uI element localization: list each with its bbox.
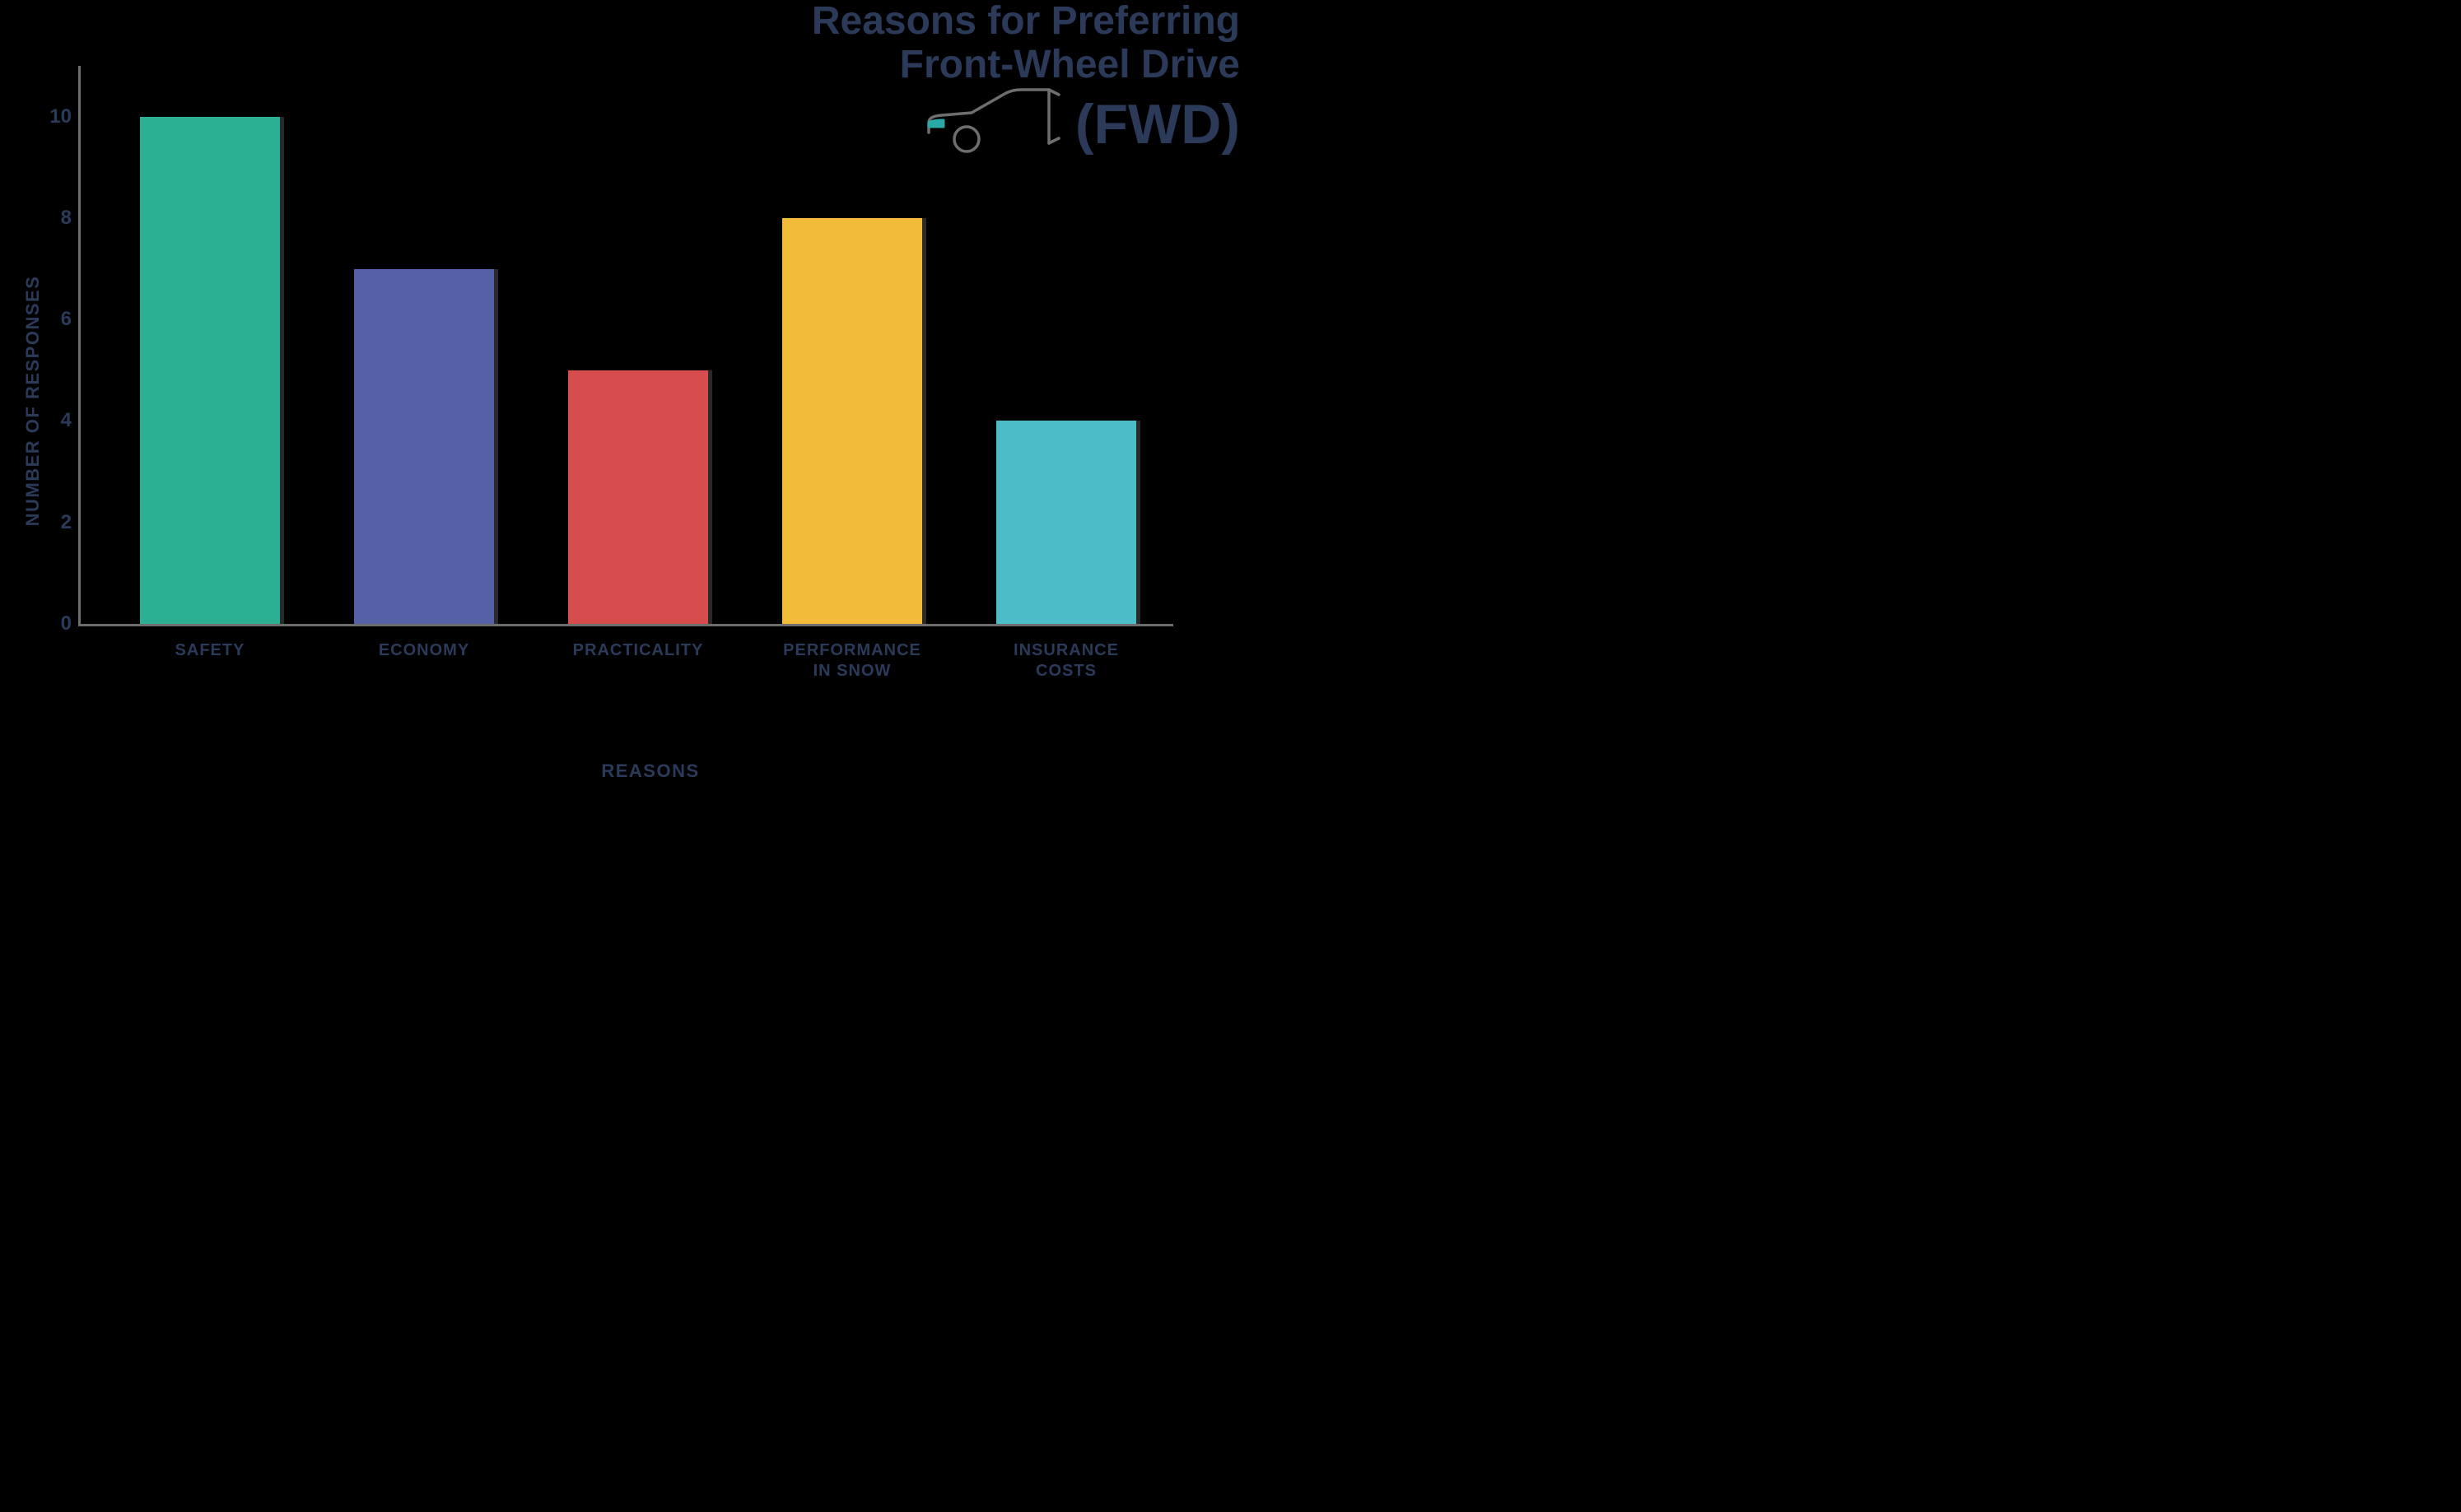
bar-slot: PRACTICALITY (568, 370, 708, 624)
y-tick: 0 (47, 612, 72, 635)
bar-slot: INSURANCE COSTS (996, 421, 1136, 624)
y-tick: 8 (47, 207, 72, 230)
bar-label: INSURANCE COSTS (980, 640, 1153, 682)
bars-container: SAFETY ECONOMY PRACTICALITY PERFORMANCE IN … (103, 66, 1173, 624)
bar-label: SAFETY (124, 640, 296, 661)
y-axis-line (78, 66, 81, 626)
title-line-1: Reasons for Preferring (812, 0, 1240, 44)
bar-label: PRACTICALITY (552, 640, 725, 661)
bar-chart: NUMBER OF RESPONSES 0246810 SAFETYECONOM… (78, 66, 1223, 757)
y-tick: 2 (47, 511, 72, 534)
bar (782, 218, 922, 624)
bar-label: ECONOMY (338, 640, 510, 661)
bar-slot: ECONOMY (354, 269, 494, 624)
bar (354, 269, 494, 624)
y-tick: 4 (47, 409, 72, 432)
y-tick: 6 (47, 308, 72, 331)
bar (568, 370, 708, 624)
bar-slot: PERFORMANCE IN SNOW (782, 218, 922, 624)
bar (996, 421, 1136, 624)
bar (140, 117, 280, 624)
bar-label: PERFORMANCE IN SNOW (766, 640, 939, 682)
x-axis-line (78, 624, 1173, 626)
x-axis-label: REASONS (601, 761, 699, 782)
y-axis-label: NUMBER OF RESPONSES (22, 276, 44, 527)
y-tick: 10 (47, 105, 72, 128)
bar-slot: SAFETY (140, 117, 280, 624)
